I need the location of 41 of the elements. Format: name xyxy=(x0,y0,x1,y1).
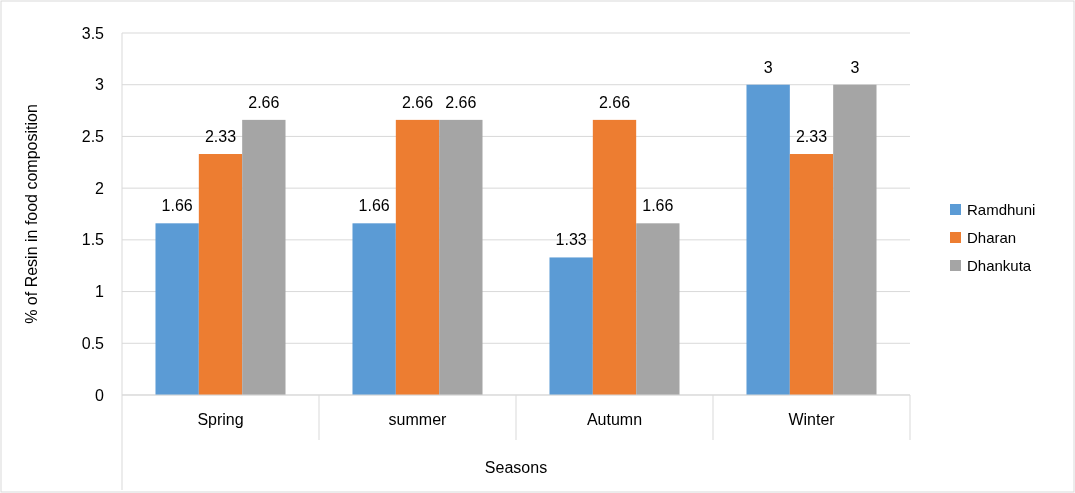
bar xyxy=(352,223,396,395)
data-label: 2.66 xyxy=(248,93,280,111)
x-axis-title: Seasons xyxy=(484,459,548,476)
bar xyxy=(155,223,199,395)
x-tick-label: Winter xyxy=(788,411,836,428)
data-label: 1.66 xyxy=(161,197,193,215)
data-label: 2.33 xyxy=(795,128,828,146)
data-label: 3 xyxy=(850,58,860,76)
data-label: 2.66 xyxy=(445,93,477,111)
data-label: 2.33 xyxy=(204,128,237,146)
data-label: 2.66 xyxy=(401,93,434,111)
bar xyxy=(592,119,637,395)
data-label: 1.66 xyxy=(358,197,390,215)
bar xyxy=(636,223,680,395)
y-tick-label: 0 xyxy=(95,386,105,404)
bar xyxy=(746,84,790,395)
x-tick-label: Autumn xyxy=(586,411,643,428)
x-tick-label: summer xyxy=(388,411,448,428)
data-label: 3 xyxy=(763,58,773,76)
y-tick-label: 0.5 xyxy=(81,334,105,352)
y-tick-label: 2.5 xyxy=(81,128,105,146)
data-label: 1.66 xyxy=(642,197,674,215)
y-tick-label: 1 xyxy=(95,283,105,301)
bar xyxy=(395,119,440,395)
bar xyxy=(833,84,877,395)
bar xyxy=(198,154,243,395)
y-axis-title: % of Resin in food composition xyxy=(23,104,40,324)
y-tick-label: 3.5 xyxy=(81,24,105,42)
legend-label: Ramdhuni xyxy=(967,201,1036,219)
bar xyxy=(439,119,483,395)
legend-label: Dharan xyxy=(967,229,1017,247)
y-tick-label: 3 xyxy=(95,76,105,94)
legend-label: Dhankuta xyxy=(967,257,1032,275)
y-tick-label: 1.5 xyxy=(81,231,105,249)
bar xyxy=(549,257,593,395)
data-label: 1.33 xyxy=(555,231,587,249)
y-tick-label: 2 xyxy=(95,179,105,197)
data-label: 2.66 xyxy=(598,93,631,111)
bar xyxy=(789,154,834,395)
x-tick-label: Spring xyxy=(197,411,244,428)
bar xyxy=(242,119,286,395)
